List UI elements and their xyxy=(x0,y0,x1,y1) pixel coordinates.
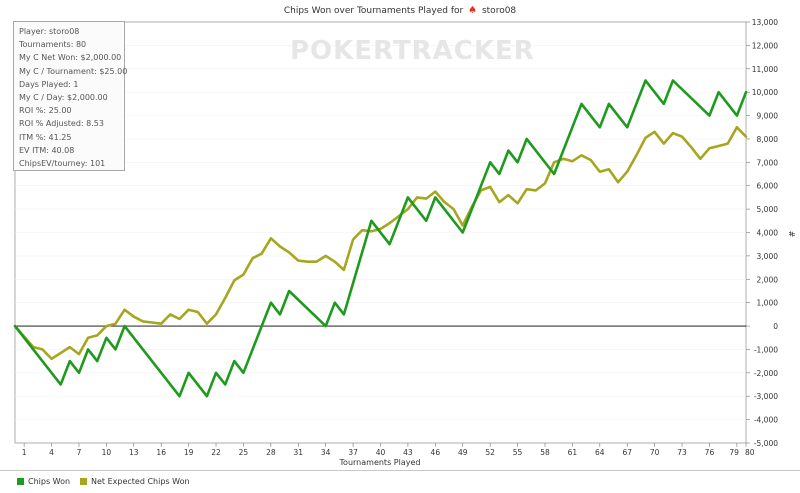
x-tick-label: 43 xyxy=(403,448,413,457)
y-tick-label: 0 xyxy=(773,322,778,331)
stat-chipsev: ChipsEV/tourney: 101 xyxy=(19,158,106,168)
y-tick-label: 3,000 xyxy=(757,252,779,261)
x-tick-label: 49 xyxy=(458,448,468,457)
x-tick-label: 16 xyxy=(156,448,166,457)
y-tick-label: -3,000 xyxy=(754,392,778,401)
stats-panel: Player: storo08 Tournaments: 80 My C Net… xyxy=(13,21,128,171)
chart-title-text: Chips Won over Tournaments Played for xyxy=(283,6,464,16)
x-tick-label: 79 xyxy=(729,448,739,457)
legend-label-chips-won: Chips Won xyxy=(28,477,71,486)
x-tick-label: 40 xyxy=(376,448,386,457)
x-tick-label: 34 xyxy=(321,448,331,457)
legend: Chips Won Net Expected Chips Won xyxy=(0,470,800,493)
x-tick-label: 67 xyxy=(622,448,632,457)
y-tick-label: -4,000 xyxy=(754,416,778,425)
series-lines xyxy=(13,79,748,398)
x-tick-label: 31 xyxy=(293,448,303,457)
stat-per-tournament: My C / Tournament: $25.00 xyxy=(19,66,128,76)
x-tick-label: 10 xyxy=(102,448,112,457)
y-axis-label: # xyxy=(787,231,796,238)
stat-roi-adjusted: ROI % Adjusted: 8.53 xyxy=(19,119,104,129)
x-tick-label: 4 xyxy=(49,448,54,457)
x-tick-label: 52 xyxy=(485,448,495,457)
y-tick-label: 4,000 xyxy=(757,229,779,238)
stat-per-day: My C / Day: $2,000.00 xyxy=(19,92,108,102)
y-tick-label: 13,000 xyxy=(752,18,778,27)
x-axis-label: Tournaments Played xyxy=(339,458,421,467)
stat-ev-itm: EV ITM: 40.08 xyxy=(19,145,75,155)
x-tick-label: 55 xyxy=(513,448,523,457)
y-tick-label: 9,000 xyxy=(757,112,779,121)
x-tick-label: 19 xyxy=(184,448,194,457)
y-tick-label: 7,000 xyxy=(757,158,779,167)
y-tick-label: 11,000 xyxy=(752,65,778,74)
y-tick-label: -5,000 xyxy=(754,439,778,448)
x-axis-ticks: 1 4 7 10 13 16 19 22 25 28 31 34 37 40 43 46 49 52 55 58 61 6… xyxy=(22,443,755,457)
player-name: storo08 xyxy=(481,6,517,16)
x-tick-label: 80 xyxy=(745,448,755,457)
legend-label-net-expected: Net Expected Chips Won xyxy=(91,477,190,486)
series-line-net-expected xyxy=(13,126,748,361)
legend-item-chips-won[interactable]: Chips Won xyxy=(17,477,70,486)
spade-icon: ♠ xyxy=(468,5,478,16)
x-tick-label: 73 xyxy=(677,448,687,457)
chart-title: Chips Won over Tournaments Played for ♠ … xyxy=(0,5,800,16)
y-gridlines xyxy=(15,45,746,420)
y-tick-label: -2,000 xyxy=(754,369,778,378)
stat-tournaments: Tournaments: 80 xyxy=(19,40,87,50)
legend-item-net-expected[interactable]: Net Expected Chips Won xyxy=(80,477,190,486)
y-tick-label: 6,000 xyxy=(757,182,779,191)
x-tick-label: 76 xyxy=(705,448,715,457)
x-tick-label: 37 xyxy=(348,448,358,457)
x-tick-label: 70 xyxy=(650,448,660,457)
y-tick-label: 1,000 xyxy=(757,299,779,308)
y-tick-label: 10,000 xyxy=(752,88,778,97)
pokertracker-watermark: POKERTRACKER xyxy=(290,36,535,66)
stat-days-played: Days Played: 1 xyxy=(19,79,79,89)
y-tick-label: 8,000 xyxy=(757,135,779,144)
series-line-chips-won xyxy=(13,79,748,398)
x-tick-label: 25 xyxy=(239,448,249,457)
x-tick-label: 58 xyxy=(540,448,550,457)
y-axis-tick-labels: -5,000 -4,000 -3,000 -2,000 -1,000 0 1,000 2,00… xyxy=(746,18,778,448)
stat-player: Player: storo08 xyxy=(19,27,80,36)
x-tick-label: 1 xyxy=(22,448,27,457)
stat-itm: ITM %: 41.25 xyxy=(19,132,72,142)
y-tick-label: 2,000 xyxy=(757,275,779,284)
x-tick-label: 61 xyxy=(568,448,578,457)
x-tick-label: 46 xyxy=(431,448,441,457)
x-tick-label: 13 xyxy=(129,448,139,457)
stat-net-won: My C Net Won: $2,000.00 xyxy=(19,53,122,63)
y-tick-label: -1,000 xyxy=(754,345,778,354)
stat-roi: ROI %: 25.00 xyxy=(19,106,72,116)
y-tick-label: 12,000 xyxy=(752,41,778,50)
x-tick-label: 22 xyxy=(211,448,221,457)
x-tick-label: 28 xyxy=(266,448,276,457)
y-tick-label: 5,000 xyxy=(757,205,779,214)
x-tick-label: 7 xyxy=(77,448,82,457)
legend-swatch-chips-won xyxy=(17,478,24,485)
legend-swatch-net-expected xyxy=(80,478,87,485)
x-tick-label: 64 xyxy=(595,448,605,457)
